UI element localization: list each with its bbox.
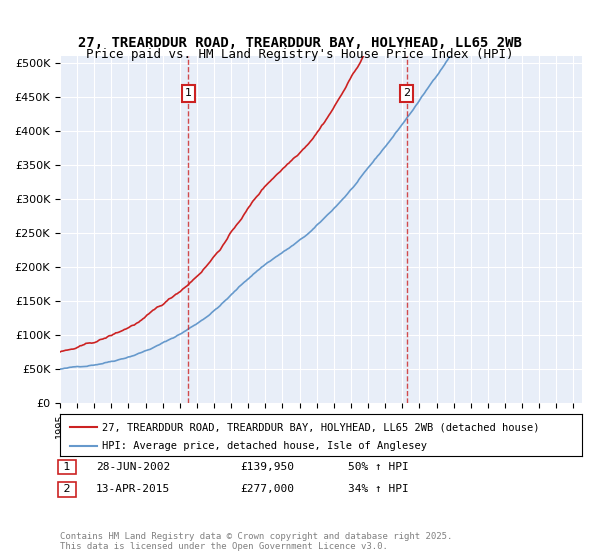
Text: 1: 1 — [185, 88, 192, 99]
Text: Contains HM Land Registry data © Crown copyright and database right 2025.
This d: Contains HM Land Registry data © Crown c… — [60, 532, 452, 552]
Text: 27, TREARDDUR ROAD, TREARDDUR BAY, HOLYHEAD, LL65 2WB (detached house): 27, TREARDDUR ROAD, TREARDDUR BAY, HOLYH… — [102, 422, 539, 432]
Text: HPI: Average price, detached house, Isle of Anglesey: HPI: Average price, detached house, Isle… — [102, 441, 427, 451]
Text: 1: 1 — [60, 462, 74, 472]
Text: 2: 2 — [403, 88, 410, 99]
Text: 2: 2 — [60, 484, 74, 494]
Text: £277,000: £277,000 — [240, 484, 294, 494]
Text: 34% ↑ HPI: 34% ↑ HPI — [348, 484, 409, 494]
Text: 13-APR-2015: 13-APR-2015 — [96, 484, 170, 494]
Text: £139,950: £139,950 — [240, 462, 294, 472]
Text: 27, TREARDDUR ROAD, TREARDDUR BAY, HOLYHEAD, LL65 2WB: 27, TREARDDUR ROAD, TREARDDUR BAY, HOLYH… — [78, 36, 522, 50]
Text: 28-JUN-2002: 28-JUN-2002 — [96, 462, 170, 472]
Text: 50% ↑ HPI: 50% ↑ HPI — [348, 462, 409, 472]
Text: Price paid vs. HM Land Registry's House Price Index (HPI): Price paid vs. HM Land Registry's House … — [86, 48, 514, 60]
